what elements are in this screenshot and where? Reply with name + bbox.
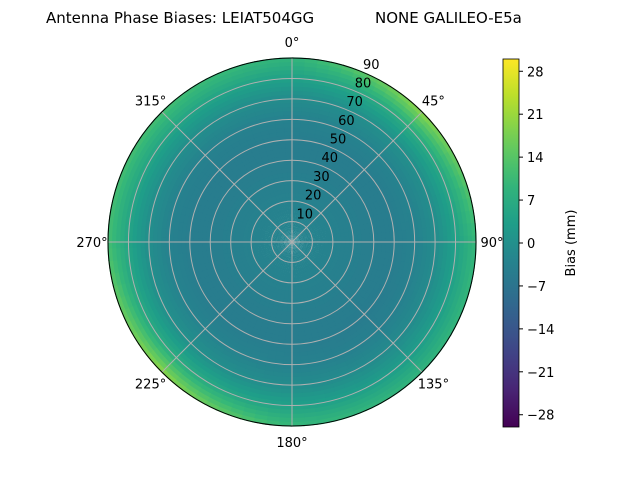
colorbar-tick-label: −7: [527, 280, 546, 295]
r-tick-label: 10: [297, 207, 314, 222]
heatmap-cell: [173, 237, 178, 246]
theta-tick-label: 225°: [135, 377, 166, 392]
r-tick-label: 60: [338, 114, 355, 129]
heatmap-cell: [140, 235, 145, 247]
colorbar-tick-label: −21: [527, 366, 554, 381]
heatmap-cell: [156, 236, 161, 247]
r-tick-label: 80: [355, 77, 372, 92]
heatmap-cell: [136, 235, 141, 247]
theta-tick-label: 135°: [418, 377, 449, 392]
heatmap-cell: [116, 234, 121, 248]
heatmap-cell: [152, 236, 157, 247]
colorbar-tick-label: 0: [527, 237, 535, 252]
colorbar: [503, 59, 519, 427]
r-tick-label: 70: [346, 95, 363, 110]
colorbar-tick-label: 7: [527, 194, 535, 209]
colorbar-ticks: 28 21 14 7 0 −7 −14 −21 −28: [519, 65, 554, 423]
theta-tick-label: 90°: [480, 236, 503, 251]
heatmap-cell: [443, 237, 448, 249]
heatmap-cell: [124, 235, 129, 248]
theta-tick-label: 315°: [135, 95, 166, 110]
chart-title-right: NONE GALILEO-E5a: [375, 9, 522, 27]
heatmap-cell: [419, 237, 424, 247]
r-tick-label: 50: [330, 133, 347, 148]
heatmap-cell: [165, 236, 170, 246]
heatmap-cell: [435, 237, 440, 249]
heatmap-cell: [468, 236, 473, 250]
polar-grid: [108, 58, 476, 426]
heatmap-cell: [415, 238, 420, 248]
heatmap-cell: [144, 236, 149, 248]
heatmap-cell: [447, 236, 452, 249]
colorbar-tick-label: 14: [527, 151, 544, 166]
theta-tick-label: 45°: [422, 95, 445, 110]
colorbar-tick-label: −28: [527, 409, 554, 424]
heatmap-cell: [161, 236, 166, 246]
chart-title-left: Antenna Phase Biases: LEIAT504GG: [46, 9, 314, 27]
heatmap-cell: [423, 237, 428, 248]
theta-tick-label: 180°: [276, 436, 307, 451]
heatmap-cell: [439, 237, 444, 249]
heatmap-cell: [177, 237, 182, 246]
heatmap-cell: [132, 235, 137, 248]
theta-tick-label: 270°: [76, 236, 107, 251]
heatmap-cell: [111, 234, 116, 248]
r-tick-label: 40: [321, 151, 338, 166]
heatmap-cell: [427, 237, 432, 248]
colorbar-label: Bias (mm): [564, 210, 579, 277]
heatmap-cell: [459, 236, 464, 250]
r-tick-label: 30: [313, 170, 330, 185]
theta-tick-label: 0°: [285, 36, 300, 51]
r-tick-label: 20: [305, 189, 322, 204]
colorbar-tick-label: −14: [527, 323, 554, 338]
heatmap-cell: [120, 234, 125, 248]
heatmap-cell: [464, 236, 469, 250]
colorbar-tick-label: 28: [527, 65, 544, 80]
heatmap-cell: [402, 238, 407, 247]
heatmap-cell: [406, 238, 411, 247]
heatmap-cell: [455, 236, 460, 249]
colorbar-tick-label: 21: [527, 108, 544, 123]
r-tick-label: 90: [363, 58, 380, 73]
